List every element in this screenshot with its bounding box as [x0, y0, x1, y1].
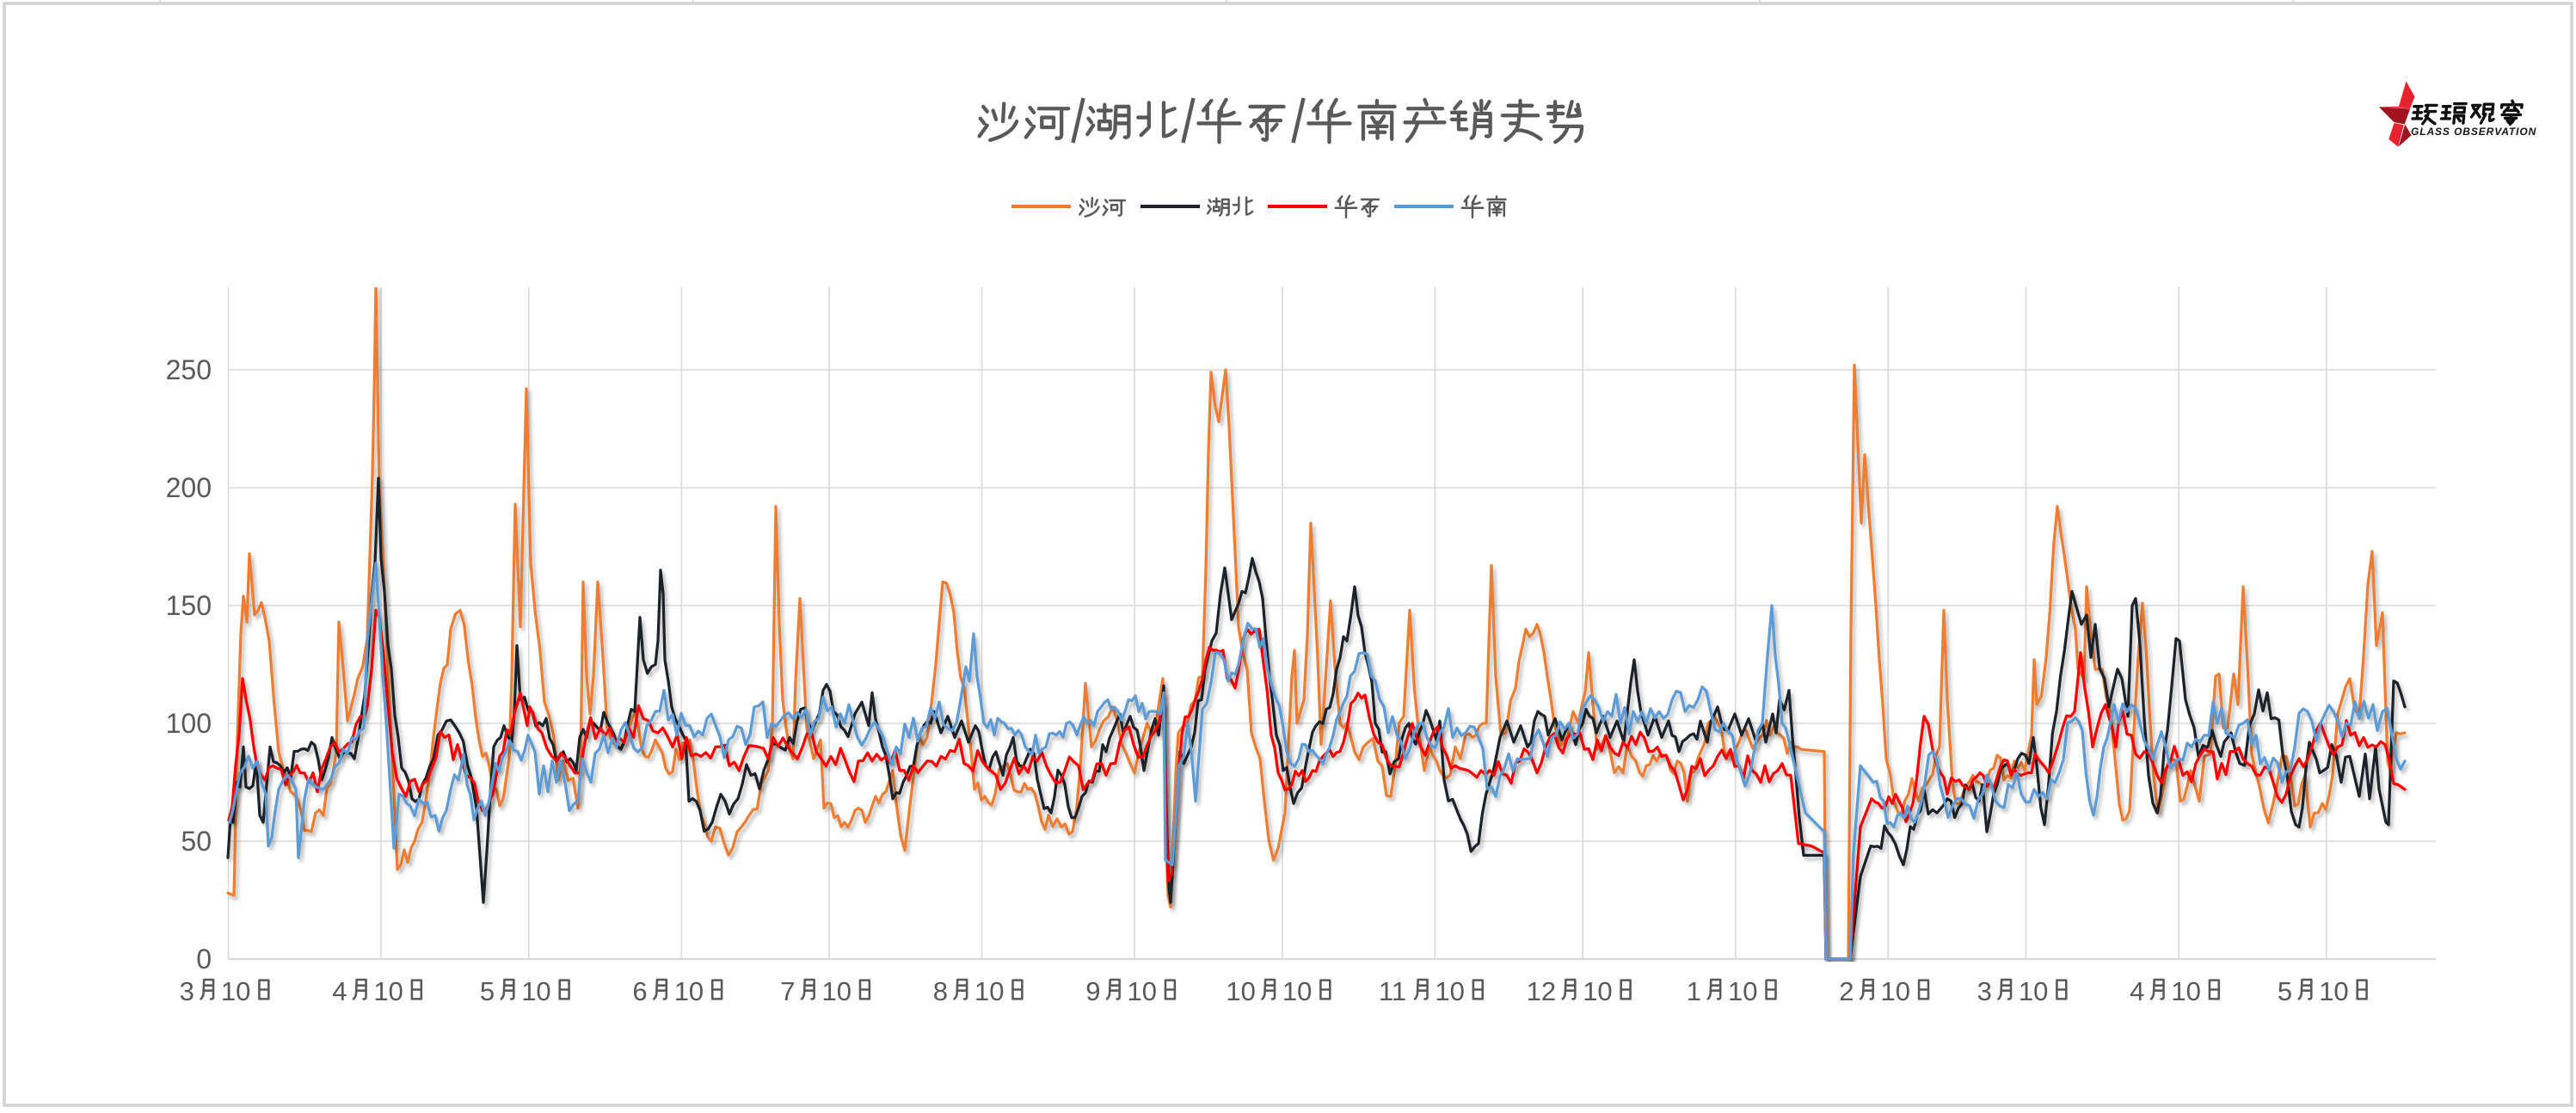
svg-text:11: 11 [1379, 976, 1406, 1006]
svg-text:150: 150 [166, 590, 212, 621]
svg-text:250: 250 [166, 354, 212, 385]
svg-text:0: 0 [196, 944, 212, 975]
svg-text:50: 50 [181, 826, 212, 857]
svg-text:8: 8 [933, 976, 948, 1006]
svg-text:100: 100 [166, 708, 212, 739]
svg-text:10: 10 [1435, 976, 1464, 1006]
svg-text:7: 7 [780, 976, 795, 1006]
svg-text:10: 10 [1881, 976, 1910, 1006]
svg-text:3: 3 [1977, 976, 1992, 1006]
svg-text:10: 10 [221, 976, 250, 1006]
svg-text:2: 2 [1839, 976, 1854, 1006]
svg-text:9: 9 [1085, 976, 1100, 1006]
svg-text:10: 10 [2319, 976, 2348, 1006]
svg-text:10: 10 [1128, 976, 1157, 1006]
svg-text:5: 5 [480, 976, 495, 1006]
svg-text:10: 10 [1282, 976, 1312, 1006]
svg-text:200: 200 [166, 472, 212, 503]
svg-text:3: 3 [180, 976, 194, 1006]
svg-text:10: 10 [974, 976, 1004, 1006]
svg-text:10: 10 [373, 976, 403, 1006]
svg-text:10: 10 [521, 976, 550, 1006]
svg-text:10: 10 [1583, 976, 1612, 1006]
svg-text:10: 10 [1728, 976, 1757, 1006]
svg-text:GLASS OBSERVATION: GLASS OBSERVATION [2411, 126, 2536, 138]
svg-text:10: 10 [1226, 976, 1255, 1006]
svg-text:12: 12 [1527, 976, 1556, 1006]
svg-text:10: 10 [2171, 976, 2200, 1006]
svg-text:4: 4 [2130, 976, 2144, 1006]
svg-text:4: 4 [332, 976, 347, 1006]
svg-text:5: 5 [2278, 976, 2292, 1006]
svg-text:10: 10 [2019, 976, 2048, 1006]
svg-text:1: 1 [1687, 976, 1701, 1006]
svg-text:10: 10 [822, 976, 851, 1006]
svg-text:10: 10 [674, 976, 704, 1006]
svg-text:6: 6 [632, 976, 647, 1006]
